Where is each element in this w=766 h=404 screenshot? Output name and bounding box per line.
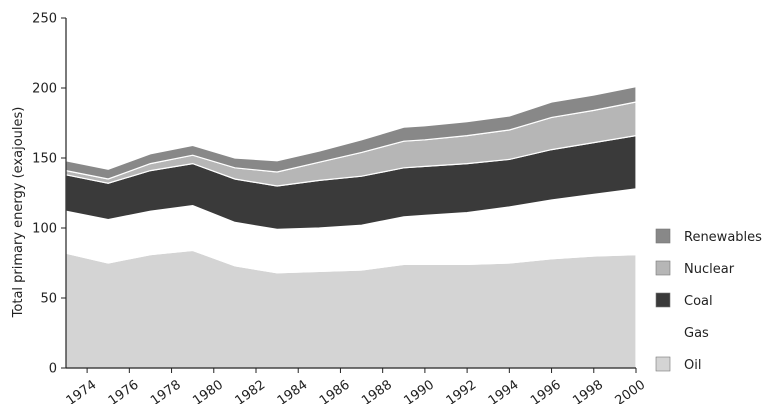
legend-swatch-nuclear	[655, 260, 671, 276]
y-tick-label: 150	[32, 152, 57, 167]
y-ticks: 0 50 100 150 200 250	[32, 12, 66, 377]
axes	[65, 18, 636, 369]
x-tick-label: 1978	[148, 378, 184, 404]
legend-swatch-coal	[655, 292, 671, 308]
legend-label-nuclear: Nuclear	[684, 262, 735, 277]
x-tick-label: 1990	[401, 378, 437, 404]
x-tick-label: 1988	[359, 378, 395, 404]
legend-label-coal: Coal	[684, 294, 713, 309]
legend-swatch-oil	[655, 356, 671, 372]
x-tick-label: 1994	[486, 378, 522, 404]
x-ticks: 1974 1976 1978 1980 1982 1984 1986 1988 1990 1992…	[64, 368, 649, 404]
plot-areas	[65, 85, 637, 369]
x-tick-label: 1992	[444, 378, 480, 404]
x-tick-label: 1998	[570, 378, 606, 404]
area-renewables	[65, 85, 637, 180]
legend-label-oil: Oil	[684, 358, 701, 373]
x-tick-label: 1986	[317, 378, 353, 404]
y-axis-label: Total primary energy (exajoules)	[11, 107, 26, 319]
legend-label-renewables: Renewables	[684, 230, 762, 245]
legend-swatch-gas	[656, 325, 670, 339]
legend-swatch-renewables	[655, 228, 671, 244]
x-tick-label: 1974	[64, 378, 100, 404]
x-tick-label: 2000	[613, 378, 649, 404]
y-tick-label: 0	[49, 362, 57, 377]
x-tick-label: 1984	[275, 378, 311, 404]
y-tick-label: 250	[32, 12, 57, 27]
x-tick-label: 1982	[233, 378, 269, 404]
y-tick-label: 50	[40, 292, 57, 307]
x-tick-label: 1980	[190, 378, 226, 404]
x-tick-label: 1976	[106, 378, 142, 404]
y-tick-label: 100	[32, 222, 57, 237]
legend: Renewables Nuclear Coal Gas Oil	[655, 228, 762, 373]
y-tick-label: 200	[32, 82, 57, 97]
legend-label-gas: Gas	[684, 326, 709, 341]
x-tick-label: 1996	[528, 378, 564, 404]
